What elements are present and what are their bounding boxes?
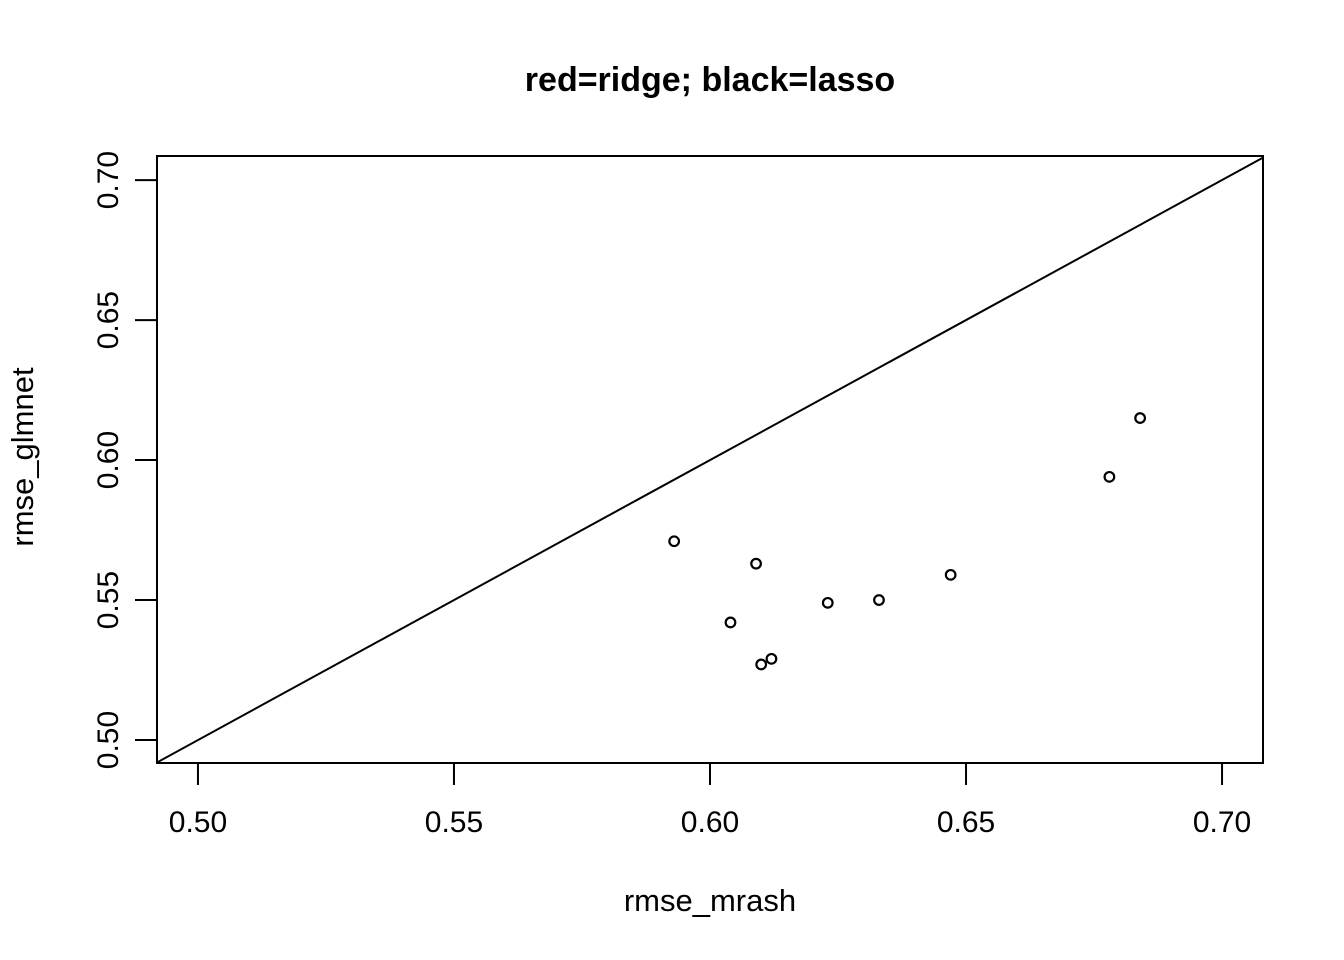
data-point xyxy=(668,535,681,548)
data-point xyxy=(724,616,737,629)
data-point xyxy=(873,594,885,606)
x-tick-label: 0.65 xyxy=(937,806,995,839)
data-point xyxy=(1134,412,1147,424)
x-tick-label: 0.70 xyxy=(1193,806,1251,839)
y-tick-label: 0.60 xyxy=(92,431,125,489)
data-point xyxy=(821,596,834,609)
x-tick-label: 0.50 xyxy=(169,806,227,839)
data-point xyxy=(750,557,762,570)
data-point xyxy=(944,568,957,581)
y-tick-label: 0.70 xyxy=(92,151,125,209)
data-point xyxy=(755,658,768,671)
x-tick-label: 0.60 xyxy=(681,806,739,839)
x-tick-label: 0.55 xyxy=(425,806,483,839)
identity-line xyxy=(156,156,1264,764)
data-point xyxy=(1103,470,1116,483)
y-tick-label: 0.55 xyxy=(92,571,125,629)
x-axis-label: rmse_mrash xyxy=(623,883,797,918)
y-tick-label: 0.65 xyxy=(92,291,125,349)
plot-title: red=ridge; black=lasso xyxy=(524,61,896,99)
y-tick-label: 0.50 xyxy=(92,711,125,769)
data-point xyxy=(765,652,778,665)
